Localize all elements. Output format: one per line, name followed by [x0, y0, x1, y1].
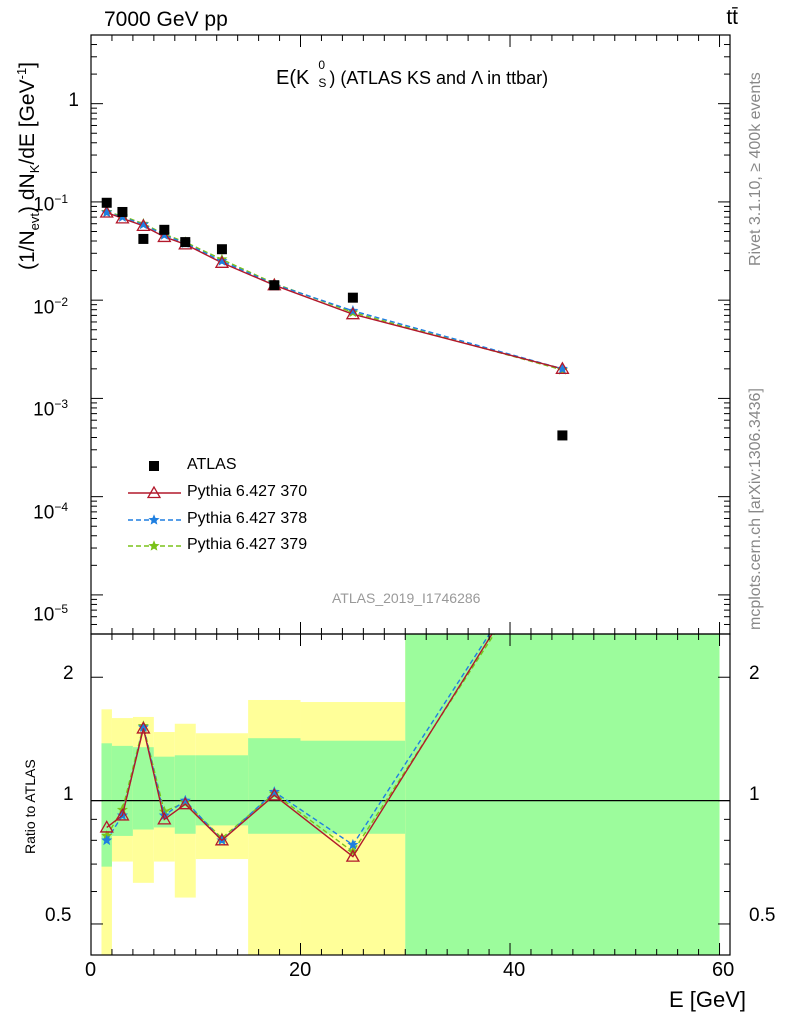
atlas-point-1: [117, 206, 128, 217]
legend-symbol-1: [146, 485, 162, 499]
main-points: [99, 197, 570, 441]
atlas-point-3: [159, 224, 170, 235]
atlas-point-8: [557, 430, 568, 441]
legend-label-atlas: ATLAS: [187, 456, 237, 473]
ylabel-part-5: /dE [GeV: [16, 79, 39, 165]
ratio-marker-1-6: [267, 788, 282, 801]
legend: [128, 461, 181, 551]
x-axis-label: E [GeV]: [668, 987, 746, 1012]
ratio-y-tick-1-left: 1: [63, 784, 74, 805]
x-tick-40: 40: [503, 959, 526, 981]
ylabel-part-4: K: [27, 164, 43, 174]
main-marker-1-0: [99, 205, 114, 218]
ylabel-part-1: (1/N: [16, 230, 39, 270]
main-marker-2-8: [556, 362, 568, 374]
ratio-marker-2-0: [101, 834, 113, 846]
process-label: tt̄: [726, 6, 738, 29]
stat-band-bin-8: [405, 634, 720, 955]
legend-label-379: Pythia 6.427 379: [187, 536, 308, 553]
main-marker-2-5: [216, 255, 228, 266]
y-tick-label-1: 1: [68, 90, 79, 111]
title-sup: 0: [318, 58, 326, 72]
analysis-id: ATLAS_2019_I1746286: [332, 590, 481, 606]
ratio-marker-1-7: [345, 849, 361, 862]
ratio-y-tick-2-right: 2: [749, 663, 760, 684]
ratio-marker-1-0: [99, 820, 114, 833]
ratio-marker-2-7: [347, 839, 359, 850]
atlas-point-5: [216, 244, 227, 255]
y-tick-label-1e-1: 10−1: [33, 192, 68, 216]
ratio-uncertainty-bands: [101, 634, 720, 955]
chart-title: E(K 0 S) (ATLAS KS and Λ in ttbar): [276, 58, 549, 90]
stat-band-bin-4: [174, 755, 196, 834]
main-line-Pythia-6-427-370: [106, 211, 563, 370]
energy-label: 7000 GeV pp: [104, 8, 228, 31]
stat-band-bin-6: [248, 738, 301, 834]
x-tick-20: 20: [289, 959, 312, 981]
ratio-y-tick-2-left: 2: [63, 663, 74, 684]
legend-label-378: Pythia 6.427 378: [187, 510, 308, 527]
ylabel-part-6: -1: [14, 67, 29, 80]
stat-band-bin-1: [111, 745, 133, 836]
ratio-y-tick-05-right: 0.5: [749, 905, 776, 926]
y-tick-label-1e-3: 10−3: [33, 397, 68, 421]
y-tick-label-1e-4: 10−4: [33, 500, 68, 524]
stat-band-bin-2: [132, 747, 154, 830]
y-tick-label-1e-5: 10−5: [33, 602, 68, 626]
main-curves: [106, 211, 563, 371]
main-line-Pythia-6-427-378: [106, 211, 563, 370]
ratio-marker-1-2: [136, 721, 151, 734]
ratio-marker-1-5: [214, 833, 230, 846]
ratio-y-axis-label: Ratio to ATLAS: [22, 759, 38, 854]
main-marker-1-5: [214, 255, 230, 268]
ylabel-part-7: ]: [16, 61, 39, 68]
x-tick-0: 0: [85, 959, 97, 981]
main-marker-1-3: [157, 229, 172, 243]
ratio-curves: [91, 634, 730, 862]
y-tick-label-1e-2: 10−2: [33, 295, 68, 319]
main-marker-2-2: [137, 218, 149, 230]
title-main: E(K: [276, 67, 310, 89]
atlas-point-0: [101, 197, 112, 208]
ratio-y-tick-1-right: 1: [749, 784, 760, 805]
x-tick-60: 60: [712, 959, 735, 981]
ratio-marker-1-4: [178, 796, 193, 810]
stat-band-bin-0: [101, 743, 112, 867]
ratio-line-Pythia-6-427-370: [106, 634, 493, 858]
title-sub: S: [318, 76, 327, 90]
title-rest: ) (ATLAS KS and Λ in ttbar): [329, 68, 549, 88]
main-marker-1-1: [115, 211, 130, 224]
main-marker-1-2: [136, 218, 151, 232]
atlas-point-2: [138, 233, 149, 244]
main-marker-1-7: [345, 306, 361, 320]
stat-band-bin-5: [195, 755, 249, 826]
main-marker-2-0: [101, 206, 113, 218]
legend-label-370: Pythia 6.427 370: [187, 483, 308, 500]
ratio-marker-1-3: [157, 812, 172, 825]
axis-ticks: [90, 34, 730, 955]
ratio-y-tick-05-left: 0.5: [45, 905, 72, 926]
main-line-Pythia-6-427-379: [106, 211, 563, 371]
legend-symbol-2: [148, 514, 160, 525]
main-marker-1-8: [555, 361, 570, 374]
atlas-point-7: [347, 292, 358, 303]
stat-band-bin-7: [300, 740, 406, 834]
plot-frames: [90, 34, 731, 956]
ratio-marker-1-1: [115, 808, 130, 821]
rivet-label: Rivet 3.1.10, ≥ 400k events: [747, 72, 764, 266]
atlas-point-4: [180, 237, 191, 248]
legend-symbol-atlas: [149, 461, 159, 471]
atlas-point-6: [269, 280, 280, 291]
mcplots-label: mcplots.cern.ch [arXiv:1306.3436]: [747, 388, 764, 630]
legend-symbol-3: [148, 540, 160, 551]
ratio-frame: [90, 633, 731, 956]
